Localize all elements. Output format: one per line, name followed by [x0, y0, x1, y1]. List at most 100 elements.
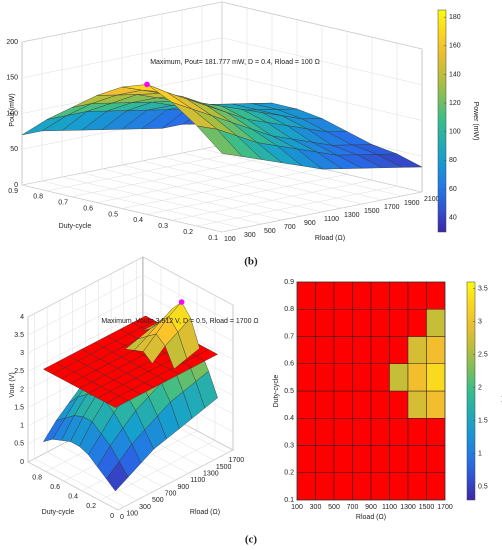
heatmap-cell: [296, 445, 316, 473]
heatmap-cell: [333, 363, 353, 392]
z-tick-label: 3.5: [14, 332, 24, 339]
y-tick-label: 2100: [424, 196, 440, 203]
x-tick-label: 0.4: [133, 217, 143, 224]
y-tick-label: 0.4: [284, 415, 294, 422]
heatmap-cell: [296, 281, 316, 310]
heatmap-cell: [370, 309, 390, 337]
colorbar-tick-label: 2.5: [478, 352, 488, 359]
y-tick-label: 100: [224, 236, 236, 243]
y-axis-label: Duty-cycle: [273, 375, 280, 408]
heatmap-cell: [407, 418, 427, 446]
heatmap-cell: [352, 336, 372, 364]
grid-line: [142, 274, 234, 324]
grid-line: [21, 184, 223, 233]
heatmap-cell: [315, 363, 335, 392]
colorbar-tick-label: 2: [478, 385, 482, 392]
grid-line: [121, 164, 323, 213]
y-tick-label: 0.3: [284, 442, 294, 449]
colorbar-tick-label: 100: [449, 129, 461, 136]
caption: (c): [245, 534, 258, 546]
colorbar-tick-label: 120: [449, 100, 461, 107]
z-tick-label: 0.5: [14, 441, 24, 448]
heatmap-cell: [315, 445, 335, 473]
z-tick-label: 0: [14, 182, 18, 189]
heatmap-cell: [389, 309, 409, 337]
y-tick-label: 500: [152, 497, 164, 504]
z-tick-label: 3: [20, 350, 24, 357]
heatmap-cell: [370, 418, 390, 446]
heatmap-cell: [296, 472, 316, 501]
y-tick-label: 0.9: [284, 279, 294, 286]
heatmap-cell: [370, 445, 390, 473]
heatmap-cell: [333, 445, 353, 473]
colorbar-tick-label: 60: [449, 186, 457, 193]
z-tick-label: 150: [6, 75, 18, 82]
surface-patch: [196, 125, 243, 157]
x-tick-label: 100: [291, 504, 303, 511]
x-tick-label: 0.6: [83, 205, 93, 212]
x-tick-label: 0.2: [183, 229, 193, 236]
colorbar-tick-label: 80: [449, 157, 457, 164]
heatmap-cell: [407, 281, 427, 310]
heatmap-cell: [333, 309, 353, 337]
z-axis-label: Vout (V): [9, 372, 16, 397]
y-tick-label: 1100: [190, 477, 205, 484]
grid-line: [34, 458, 125, 507]
y-tick-label: 900: [304, 220, 316, 227]
y-tick-label: 1500: [216, 464, 232, 471]
x-tick-label: 0.6: [50, 484, 60, 491]
y-tick-label: 0.8: [284, 306, 294, 313]
x-tick-label: 0.2: [86, 503, 96, 510]
z-tick-label: 4: [20, 314, 24, 321]
colorbar-tick-label: 3: [478, 318, 482, 325]
heatmap-cell: [315, 281, 335, 310]
heatmap-cell: [296, 309, 316, 337]
grid-line: [27, 461, 119, 511]
x-tick-label: 0.3: [158, 223, 168, 230]
grid-line: [61, 176, 263, 225]
y-tick-label: 700: [284, 224, 296, 231]
y-tick-label: 1700: [229, 457, 245, 464]
heatmap-cell: [407, 309, 427, 337]
grid-line: [101, 168, 303, 217]
grid-line: [201, 148, 403, 197]
colorbar: [466, 281, 476, 501]
heatmap-cell: [315, 336, 335, 364]
heatmap-cell: [389, 472, 409, 501]
heatmap-cell: [333, 472, 353, 501]
heatmap-cell: [407, 390, 427, 419]
y-axis-label: Rload (Ω): [190, 509, 220, 516]
heatmap-cell: [352, 390, 372, 419]
colorbar: [437, 9, 447, 233]
surface-patch: [106, 461, 129, 492]
grid-line: [141, 160, 343, 209]
x-tick-label: 1300: [400, 504, 416, 511]
colorbar-tick-label: 1.5: [478, 418, 488, 425]
heatmap-cell: [352, 445, 372, 473]
y-tick-label: 0: [120, 514, 124, 521]
x-tick-label: 0.4: [68, 494, 78, 501]
heatmap-cell: [426, 418, 446, 446]
grid-line: [181, 152, 383, 201]
heatmap-cell: [426, 363, 446, 392]
heatmap-cell: [426, 472, 446, 501]
x-tick-label: 500: [328, 504, 340, 511]
y-tick-label: 300: [244, 232, 256, 239]
heatmap-cell: [370, 472, 390, 501]
max-marker: [144, 81, 150, 88]
heatmap-cell: [370, 390, 390, 419]
grid-line: [161, 156, 363, 205]
y-tick-label: 0.2: [284, 470, 294, 477]
heatmap-cell: [389, 418, 409, 446]
y-axis-label: Rload (Ω): [315, 235, 345, 242]
heatmap-cell: [370, 281, 390, 310]
y-tick-label: 1300: [344, 212, 360, 219]
y-tick-label: 900: [178, 484, 190, 491]
heatmap-cell: [426, 336, 446, 364]
heatmap-cell: [352, 418, 372, 446]
colorbar-tick-label: 0.5: [478, 484, 488, 491]
y-tick-label: 0.6: [284, 361, 294, 368]
heatmap-cell: [333, 390, 353, 419]
annotation: Maximum, Pout= 181.777 mW, D = 0.4, Rloa…: [150, 59, 320, 66]
z-tick-label: 1: [20, 423, 24, 430]
